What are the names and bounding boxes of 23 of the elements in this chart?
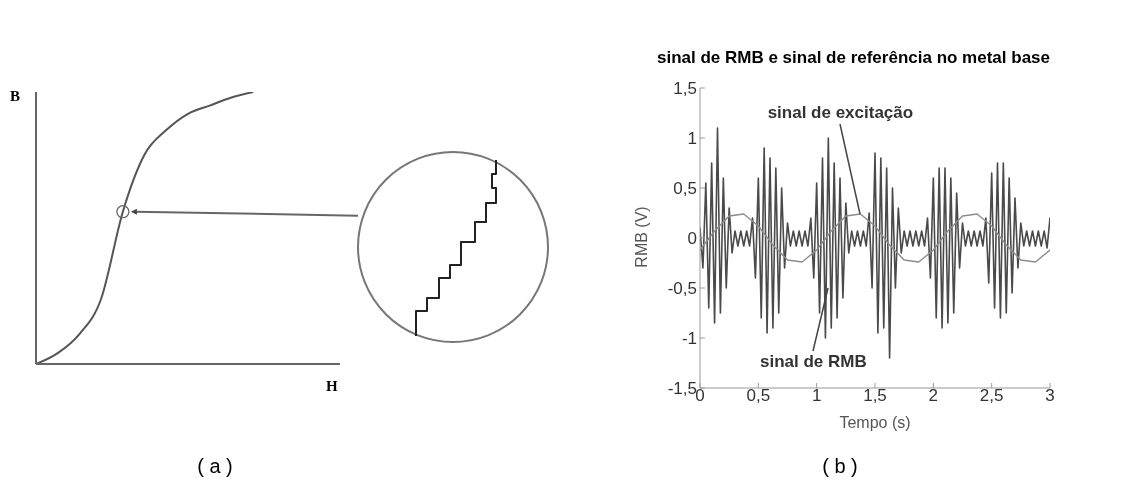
y-tick-label: 1,5 xyxy=(673,79,697,99)
y-tick-label: -1,5 xyxy=(667,379,697,399)
text: ( b ) xyxy=(821,455,859,478)
y-tick-label: 0 xyxy=(687,229,697,249)
y-tick-label: -0,5 xyxy=(667,279,697,299)
chart-title: sinal de RMB e sinal de referência no metal base xyxy=(655,48,1051,68)
x-tick-label: 1 xyxy=(811,386,822,406)
x-tick-label: 2,5 xyxy=(979,386,1004,406)
y-axis-title: RMB (V) xyxy=(633,205,651,270)
text: ( a ) xyxy=(196,455,234,478)
y-tick-label: 1 xyxy=(687,129,697,149)
y-axis-title: B xyxy=(10,88,21,105)
x-tick-label: 1,5 xyxy=(863,386,887,406)
y-tick-label: 0,5 xyxy=(673,179,697,199)
y-tick-label: -1 xyxy=(681,329,697,349)
x-tick-label: 3 xyxy=(1045,386,1055,406)
line-series xyxy=(700,213,1050,263)
x-axis-title: Tempo (s) xyxy=(838,414,912,432)
annotation: sinal de excitação xyxy=(766,103,915,123)
x-tick-label: 2 xyxy=(928,386,939,406)
annotation: sinal de RMB xyxy=(758,352,868,372)
x-axis-title: H xyxy=(326,378,338,395)
x-tick-label: 0,5 xyxy=(746,386,771,406)
